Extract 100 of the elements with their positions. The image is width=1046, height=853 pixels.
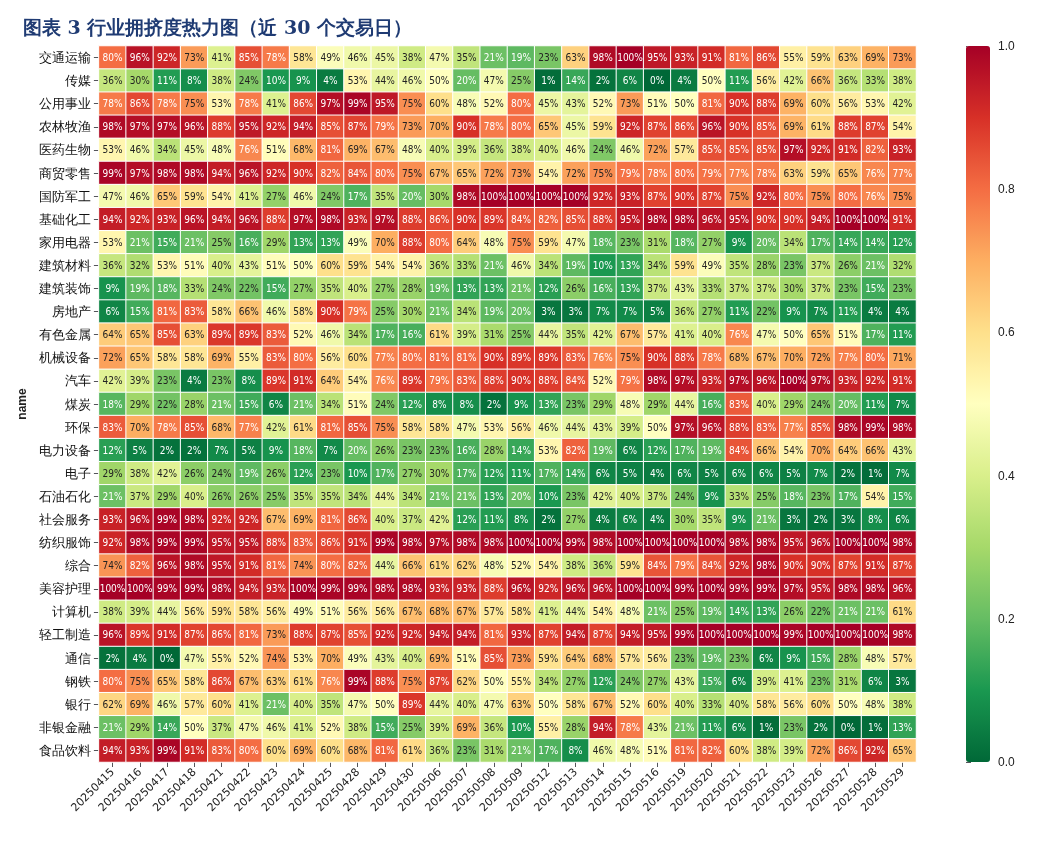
data-label: 14% — [511, 444, 532, 456]
data-label: 43% — [674, 675, 695, 687]
data-label: 4% — [132, 652, 148, 664]
data-label: 80% — [511, 121, 532, 133]
data-label: 15% — [892, 490, 913, 502]
data-label: 67% — [374, 144, 396, 156]
data-label: 53% — [483, 421, 505, 433]
data-label: 82% — [538, 213, 559, 225]
data-label: 31% — [647, 236, 668, 248]
data-label: 89% — [402, 698, 423, 710]
data-label: 95% — [238, 537, 260, 549]
data-label: 68% — [429, 606, 450, 618]
y-tick-label: 食品饮料 — [38, 742, 91, 758]
data-label: 89% — [538, 352, 559, 364]
data-label: 57% — [892, 652, 913, 664]
data-label: 51% — [347, 398, 369, 410]
data-label: 34% — [647, 259, 668, 271]
data-label: 30% — [129, 75, 151, 87]
data-label: 27% — [647, 675, 668, 687]
data-label: 17% — [674, 444, 695, 456]
data-label: 99% — [674, 629, 695, 641]
data-label: 88% — [837, 121, 859, 133]
data-label: 93% — [674, 52, 695, 64]
data-label: 20% — [756, 236, 777, 248]
data-label: 53% — [865, 98, 886, 110]
data-label: 56% — [837, 98, 859, 110]
data-label: 73% — [892, 52, 913, 64]
color-bar-label: 0.6 — [998, 325, 1016, 340]
data-label: 53% — [538, 444, 559, 456]
data-label: 97% — [320, 98, 341, 110]
data-label: 21% — [129, 236, 151, 248]
data-label: 88% — [402, 236, 423, 248]
data-label: 24% — [211, 467, 232, 479]
data-label: 16% — [402, 329, 423, 341]
data-label: 89% — [511, 352, 532, 364]
data-label: 94% — [620, 629, 641, 641]
data-label: 33% — [701, 698, 723, 710]
data-label: 28% — [184, 398, 205, 410]
data-label: 23% — [810, 490, 832, 502]
data-label: 77% — [374, 352, 396, 364]
data-label: 48% — [620, 744, 641, 756]
data-label: 28% — [756, 259, 777, 271]
data-label: 7% — [813, 467, 829, 479]
data-label: 34% — [347, 329, 369, 341]
data-label: 98% — [184, 560, 205, 572]
data-label: 27% — [374, 283, 396, 295]
data-label: 6% — [868, 675, 883, 687]
data-label: 21% — [456, 490, 478, 502]
data-label: 95% — [238, 121, 260, 133]
data-label: 34% — [538, 675, 559, 687]
data-label: 76% — [592, 352, 614, 364]
y-tick-label: 石油石化 — [38, 488, 91, 504]
data-label: 21% — [102, 490, 123, 502]
data-label: 6% — [268, 398, 284, 410]
data-label: 100% — [726, 629, 753, 641]
data-label: 97% — [374, 213, 396, 225]
data-label: 17% — [865, 329, 886, 341]
data-label: 92% — [238, 513, 260, 525]
data-label: 82% — [129, 560, 151, 572]
data-label: 22% — [810, 606, 832, 618]
data-label: 88% — [756, 98, 777, 110]
data-label: 56% — [756, 75, 777, 87]
data-label: 100% — [617, 537, 644, 549]
data-label: 53% — [102, 236, 123, 248]
data-label: 100% — [807, 629, 834, 641]
data-label: 85% — [347, 421, 369, 433]
data-label: 95% — [647, 629, 668, 641]
data-label: 46% — [293, 190, 314, 202]
data-label: 36% — [102, 259, 123, 271]
data-label: 68% — [592, 652, 614, 664]
data-label: 99% — [184, 537, 205, 549]
data-label: 92% — [728, 560, 750, 572]
data-label: 59% — [347, 259, 369, 271]
data-label: 40% — [756, 398, 777, 410]
data-label: 25% — [211, 236, 232, 248]
data-label: 94% — [810, 213, 832, 225]
data-label: 92% — [538, 583, 559, 595]
data-label: 67% — [429, 167, 450, 179]
data-label: 87% — [647, 121, 668, 133]
data-label: 7% — [595, 306, 611, 318]
data-label: 3% — [895, 675, 910, 687]
data-label: 56% — [347, 606, 369, 618]
data-label: 15% — [238, 398, 260, 410]
data-label: 39% — [783, 744, 804, 756]
data-label: 68% — [347, 744, 369, 756]
data-label: 25% — [374, 306, 396, 318]
data-label: 88% — [728, 421, 750, 433]
data-label: 62% — [102, 698, 123, 710]
data-label: 100% — [617, 52, 644, 64]
data-label: 92% — [865, 744, 886, 756]
color-bar-label: 0.2 — [998, 611, 1016, 626]
data-label: 38% — [402, 52, 423, 64]
data-label: 52% — [620, 698, 641, 710]
data-label: 98% — [674, 213, 695, 225]
data-label: 60% — [320, 259, 341, 271]
data-label: 80% — [429, 236, 450, 248]
data-label: 11% — [728, 75, 750, 87]
data-label: 98% — [402, 537, 423, 549]
data-label: 95% — [620, 213, 641, 225]
data-label: 43% — [892, 444, 913, 456]
